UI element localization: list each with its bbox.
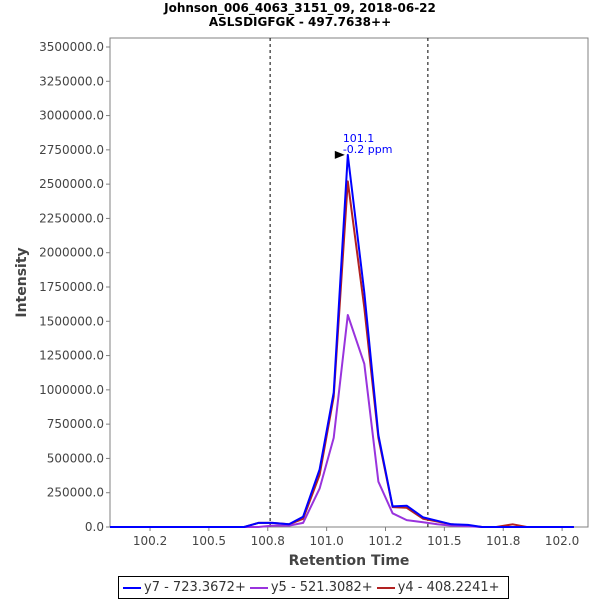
x-axis-label: Retention Time	[289, 553, 410, 569]
x-tick-label: 100.5	[192, 534, 226, 548]
x-tick-label: 100.8	[251, 534, 285, 548]
peak-annotation-ppm: -0.2 ppm	[343, 143, 393, 156]
y-axis-label: Intensity	[14, 247, 30, 317]
peak-annotation-rt: 101.1	[343, 132, 375, 145]
legend-swatch	[249, 586, 268, 589]
y-tick-label: 3500000.0	[39, 40, 104, 54]
y-tick-label: 1250000.0	[39, 349, 104, 363]
y-tick-label: 1500000.0	[39, 314, 104, 328]
x-tick-label: 101.0	[309, 534, 343, 548]
y-tick-label: 2000000.0	[39, 246, 104, 260]
y-tick-label: 3250000.0	[39, 74, 104, 88]
legend: y7 - 723.3672+ y5 - 521.3082+ y4 - 408.224…	[118, 576, 509, 599]
legend-item: y5 - 521.3082+	[249, 580, 373, 595]
legend-item: y7 - 723.3672+	[123, 580, 246, 595]
plot-frame	[109, 37, 589, 528]
y-tick-label: 1750000.0	[39, 280, 104, 294]
peak-marker-arrow	[334, 150, 345, 159]
x-tick-label: 101.5	[427, 534, 461, 548]
legend-swatch	[123, 586, 141, 589]
y-tick-label: 3000000.0	[39, 109, 104, 123]
y-tick-label: 750000.0	[47, 417, 104, 431]
y-tick-label: 2500000.0	[39, 177, 104, 191]
series-line	[110, 153, 574, 528]
legend-swatch	[376, 586, 395, 589]
legend-label: y5 - 521.3082+	[270, 580, 373, 595]
legend-label: y7 - 723.3672+	[144, 580, 246, 595]
y-tick-label: 2250000.0	[39, 211, 104, 225]
chart-subtitle: ASLSDIGFGK - 497.7638++	[208, 15, 392, 29]
x-tick-label: 101.2	[368, 534, 402, 548]
legend-label: y4 - 408.2241+	[397, 580, 500, 595]
x-tick-label: 101.8	[486, 534, 520, 548]
legend-item: y4 - 408.2241+	[376, 580, 500, 595]
x-tick-label: 102.0	[545, 534, 579, 548]
y-tick-label: 250000.0	[47, 486, 104, 500]
y-tick-label: 500000.0	[47, 451, 104, 465]
x-tick-label: 100.2	[133, 534, 167, 548]
y-tick-label: 1000000.0	[39, 383, 104, 397]
y-tick-label: 0.0	[85, 520, 104, 534]
chart-title: Johnson_006_4063_3151_09, 2018-06-22	[164, 1, 436, 15]
y-tick-label: 2750000.0	[39, 143, 104, 157]
